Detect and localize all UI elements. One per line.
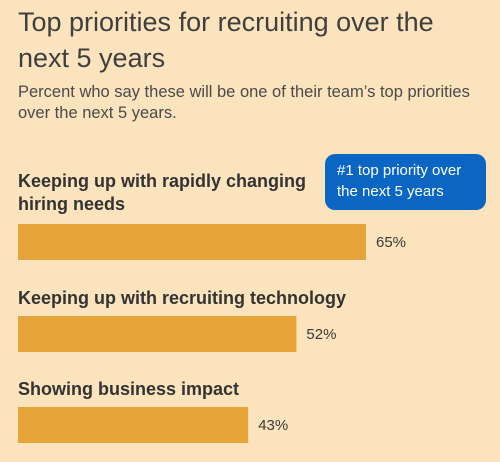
value-label-1: 52% [306,326,336,343]
top-priority-callout: #1 top priority over the next 5 years [325,154,486,210]
category-label-hiring-needs: Keeping up with rapidly changing hiring … [18,171,307,214]
chart-title: Top priorities for recruiting over the n… [18,7,434,73]
bar-1 [18,316,297,352]
value-label-2: 43% [258,417,288,434]
category-label-business-impact: Showing business impact [18,379,240,399]
category-label-recruiting-technology: Keeping up with recruiting technology [18,288,347,308]
value-label-0: 65% [376,234,406,251]
bar-2 [18,407,249,443]
chart-subtitle: Percent who say these will be one of the… [18,83,470,122]
bar-0 [18,224,366,260]
